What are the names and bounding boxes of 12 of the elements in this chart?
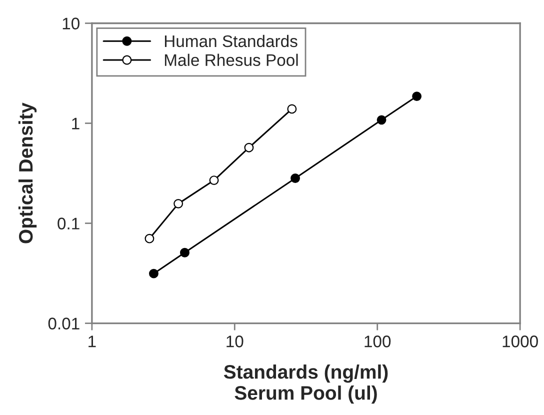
y-axis-title: Optical Density xyxy=(18,102,37,244)
x-tick-label: 1 xyxy=(88,336,96,348)
y-tick-label: 1 xyxy=(72,118,80,130)
x-tick-label: 10 xyxy=(226,336,244,348)
x-axis-title: Standards (ng/ml) Serum Pool (ul) xyxy=(224,364,388,404)
x-tick-label: 100 xyxy=(364,336,391,348)
y-tick-label: 10 xyxy=(62,18,80,30)
y-tick-label: 0.1 xyxy=(58,218,80,230)
legend-label: Male Rhesus Pool xyxy=(164,54,298,66)
y-tick-label: 0.01 xyxy=(48,318,80,330)
legend-label: Human Standards xyxy=(164,34,298,48)
x-tick-label: 1000 xyxy=(502,336,538,348)
